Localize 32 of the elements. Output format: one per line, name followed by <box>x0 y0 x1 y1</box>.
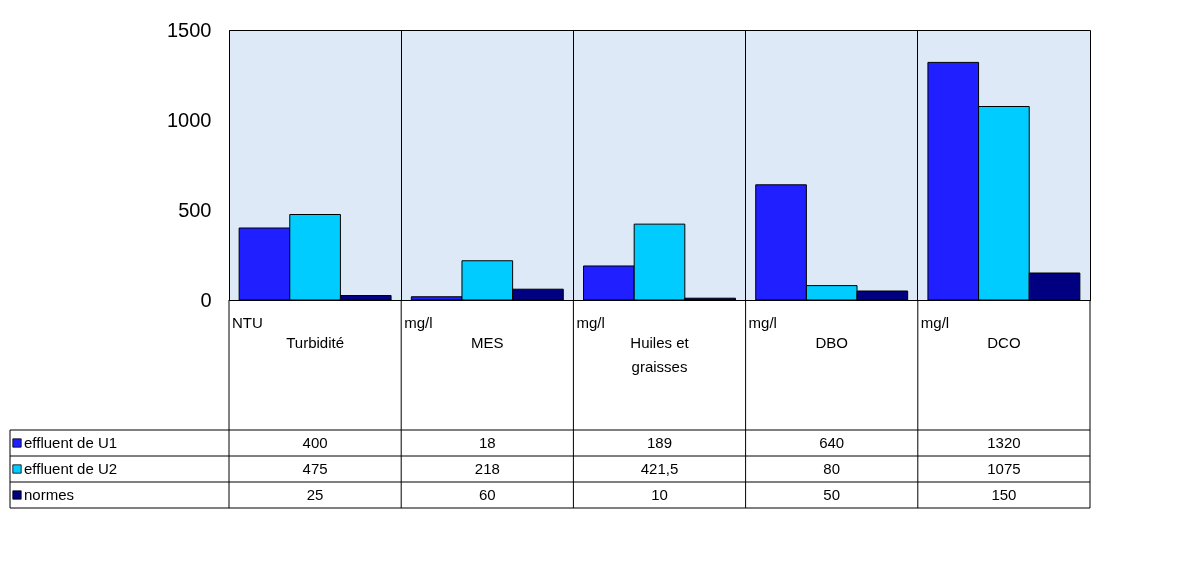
data-label: 475 <box>302 460 328 477</box>
data-label: 218 <box>474 460 500 477</box>
y-tick-label: 500 <box>178 198 212 221</box>
text: mg/l <box>404 314 433 331</box>
data-label: 640 <box>819 434 845 451</box>
text: mg/l <box>748 314 777 331</box>
legend-label: effluent de U1 <box>24 434 118 451</box>
data-label: 400 <box>302 434 328 451</box>
data-label: 189 <box>646 434 673 451</box>
x-tick-label: MES <box>471 334 504 351</box>
data-label: 60 <box>478 486 496 503</box>
data-label: 18 <box>478 434 496 451</box>
data-label: 25 <box>306 486 324 503</box>
y-tick-label: 0 <box>200 288 212 311</box>
data-label: 1320 <box>987 434 1021 451</box>
legend-label: normes <box>24 486 75 503</box>
text: mg/l <box>576 314 605 331</box>
data-label: 1075 <box>987 460 1021 477</box>
text: NTU <box>232 314 263 331</box>
x-tick-label: Huiles et graisses <box>630 334 690 375</box>
legend-label: effluent de U2 <box>24 460 118 477</box>
y-tick-label: 1000 <box>167 108 212 131</box>
data-label: 50 <box>823 486 841 503</box>
data-label: 10 <box>651 486 668 503</box>
x-tick-label: DCO <box>987 334 1021 351</box>
y-tick-label: 1500 <box>167 18 212 41</box>
data-label: 150 <box>991 486 1017 503</box>
x-tick-label: DBO <box>815 334 848 351</box>
x-tick-label: Turbidité <box>286 334 345 351</box>
data-label: 421,5 <box>640 460 679 477</box>
data-label: 80 <box>823 460 841 477</box>
text: mg/l <box>920 314 950 331</box>
